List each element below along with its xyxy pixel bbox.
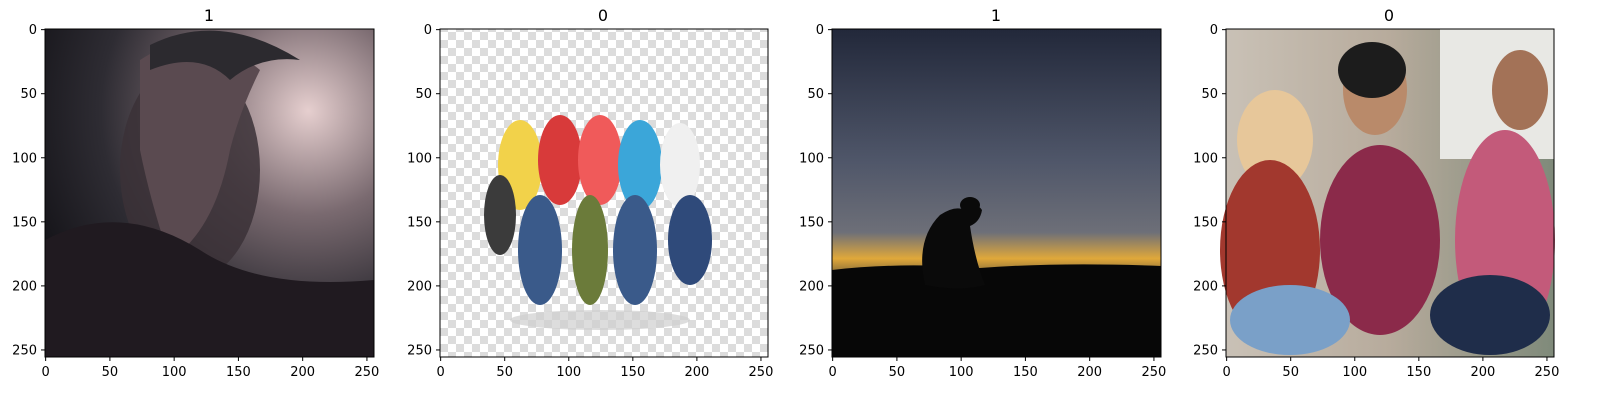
y-tick-label: 0 [29, 23, 37, 38]
plot-frame [44, 28, 375, 358]
plot-frame [439, 28, 769, 358]
subplot-2: 0 0 50 100 150 200 250 0 50 100 150 200 250 [407, 6, 773, 380]
x-tick-label: 150 [620, 365, 645, 380]
subplot-image [440, 29, 768, 357]
x-tick-label: 100 [1342, 365, 1367, 380]
x-axis: 0 50 100 150 200 250 [42, 357, 380, 380]
y-tick-label: 150 [407, 215, 432, 230]
x-tick-label: 250 [1535, 365, 1560, 380]
y-tick-label: 0 [424, 23, 432, 38]
x-tick-label: 250 [749, 365, 774, 380]
y-axis: 0 50 100 150 200 250 [407, 23, 440, 358]
x-tick-label: 150 [1013, 365, 1038, 380]
y-tick-label: 100 [799, 151, 824, 166]
y-tick-label: 200 [407, 279, 432, 294]
y-tick-label: 250 [799, 343, 824, 358]
subplot-4: 0 0 50 100 150 200 250 0 50 100 150 200 250 [1193, 6, 1559, 380]
y-axis: 0 50 100 150 200 250 [1193, 23, 1226, 358]
subplot-title: 1 [204, 6, 214, 25]
x-tick-label: 250 [355, 365, 380, 380]
x-tick-label: 200 [290, 365, 315, 380]
y-tick-label: 200 [799, 279, 824, 294]
subplot-3: 1 0 50 100 150 200 250 0 50 100 150 200 250 [799, 6, 1166, 380]
x-axis: 0 50 100 150 200 250 [1223, 357, 1560, 380]
y-axis: 0 50 100 150 200 250 [799, 23, 832, 358]
x-tick-label: 0 [42, 365, 50, 380]
x-tick-label: 50 [102, 365, 119, 380]
x-tick-label: 100 [556, 365, 581, 380]
y-tick-label: 150 [799, 215, 824, 230]
x-tick-label: 50 [496, 365, 513, 380]
x-tick-label: 50 [1282, 365, 1299, 380]
y-tick-label: 100 [12, 151, 37, 166]
y-tick-label: 150 [1193, 215, 1218, 230]
y-tick-label: 50 [415, 87, 432, 102]
x-tick-label: 100 [949, 365, 974, 380]
x-tick-label: 250 [1142, 365, 1167, 380]
y-tick-label: 150 [12, 215, 37, 230]
x-tick-label: 200 [1077, 365, 1102, 380]
y-tick-label: 250 [407, 343, 432, 358]
x-tick-label: 200 [684, 365, 709, 380]
y-tick-label: 250 [1193, 343, 1218, 358]
y-tick-label: 0 [1210, 23, 1218, 38]
x-axis: 0 50 100 150 200 250 [437, 357, 774, 380]
plot-frame [831, 28, 1162, 358]
x-tick-label: 150 [1406, 365, 1431, 380]
y-tick-label: 100 [1193, 151, 1218, 166]
plot-frame [1225, 28, 1555, 358]
y-tick-label: 50 [807, 87, 824, 102]
y-tick-label: 200 [12, 279, 37, 294]
x-axis: 0 50 100 150 200 250 [829, 357, 1167, 380]
y-tick-label: 50 [20, 87, 37, 102]
y-tick-label: 100 [407, 151, 432, 166]
subplot-image [45, 29, 374, 357]
subplot-title: 0 [598, 6, 608, 25]
x-tick-label: 0 [1223, 365, 1231, 380]
y-tick-label: 0 [816, 23, 824, 38]
x-tick-label: 0 [437, 365, 445, 380]
subplot-title: 1 [991, 6, 1001, 25]
y-tick-label: 200 [1193, 279, 1218, 294]
x-tick-label: 50 [889, 365, 906, 380]
y-tick-label: 50 [1201, 87, 1218, 102]
y-tick-label: 250 [12, 343, 37, 358]
subplot-title: 0 [1384, 6, 1394, 25]
x-tick-label: 0 [829, 365, 837, 380]
x-tick-label: 150 [226, 365, 251, 380]
subplot-image [832, 29, 1161, 357]
x-tick-label: 200 [1470, 365, 1495, 380]
subplot-image [1220, 29, 1555, 357]
x-tick-label: 100 [162, 365, 187, 380]
y-axis: 0 50 100 150 200 250 [12, 23, 45, 358]
subplot-1: 1 0 50 100 150 200 250 0 50 100 150 200 250 [12, 6, 379, 380]
